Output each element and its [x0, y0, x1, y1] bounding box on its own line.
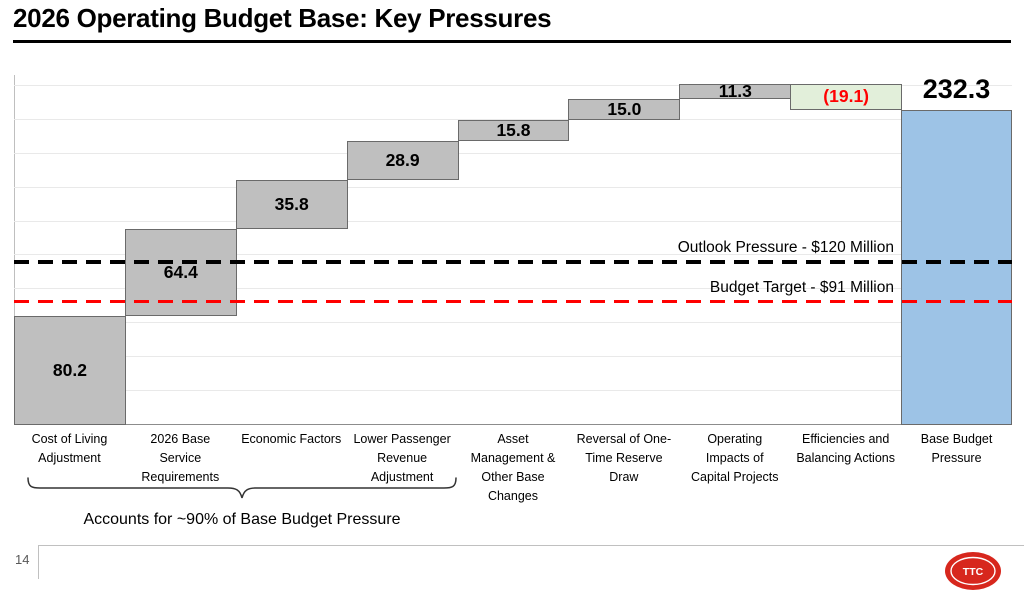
gridline: [14, 322, 1012, 324]
category-label: Base Budget Pressure: [920, 432, 993, 465]
bar-value-label: 232.3: [922, 73, 991, 104]
page-title: 2026 Operating Budget Base: Key Pressure…: [13, 3, 552, 33]
reference-line-label: Outlook Pressure - $120 Million: [677, 239, 894, 257]
waterfall-bar-8: (19.1): [790, 83, 903, 110]
gridline: [14, 186, 1012, 188]
reference-line: [14, 300, 1012, 304]
waterfall-bar-6: 15.0: [568, 99, 681, 120]
bracket-note: Accounts for ~90% of Base Budget Pressur…: [83, 511, 401, 528]
waterfall-bar-2: 64.4: [124, 228, 237, 317]
waterfall-bar-5: 15.8: [457, 119, 570, 142]
category-label: Efficiencies and Balancing Actions: [796, 432, 895, 465]
ttc-logo-text: TTC: [963, 566, 984, 578]
category-label: Reversal of One- Time Reserve Draw: [576, 432, 672, 484]
footer-divider: [38, 545, 1024, 546]
x-axis-line: [14, 424, 1012, 425]
page-number: 14: [15, 552, 30, 567]
waterfall-chart: 80.2 64.4 35.8 28.9 15.8 15.0 11.3 (19.1) 232.3 O…: [14, 73, 1012, 520]
reference-line-label: Budget Target - $91 Million: [709, 278, 894, 296]
title-divider: [13, 40, 1011, 43]
gridline: [14, 118, 1012, 120]
category-label: Cost of Living Adjustment: [31, 432, 108, 465]
reference-line: [14, 260, 1012, 265]
waterfall-bar-1: 80.2: [14, 316, 126, 425]
gridline: [14, 220, 1012, 222]
category-axis: Cost of Living Adjustment 2026 Base Servi…: [14, 425, 1012, 520]
gridline: [14, 390, 1012, 392]
y-axis-line: [14, 75, 15, 425]
category-label: 2026 Base Service Requirements: [141, 432, 220, 484]
gridline: [14, 254, 1012, 256]
category-label: Lower Passenger Revenue Adjustment: [353, 432, 451, 484]
waterfall-bar-3: 35.8: [235, 180, 348, 229]
category-label: Asset Management & Other Base Changes: [470, 432, 556, 503]
gridline: [14, 84, 1012, 86]
category-label: Operating Impacts of Capital Projects: [690, 432, 779, 484]
grouping-bracket: [27, 477, 457, 499]
waterfall-bar-9: [901, 109, 1012, 425]
plot-area: 80.2 64.4 35.8 28.9 15.8 15.0 11.3 (19.1) 232.3 O…: [14, 73, 1012, 425]
gridline: [14, 288, 1012, 290]
gridline: [14, 356, 1012, 358]
footer-divider-tick: [38, 545, 39, 579]
category-label: Economic Factors: [241, 432, 342, 446]
ttc-logo: TTC: [945, 552, 1001, 590]
gridline: [14, 152, 1012, 154]
waterfall-bar-7: 11.3: [679, 81, 792, 101]
waterfall-bar-4: 28.9: [346, 141, 459, 181]
